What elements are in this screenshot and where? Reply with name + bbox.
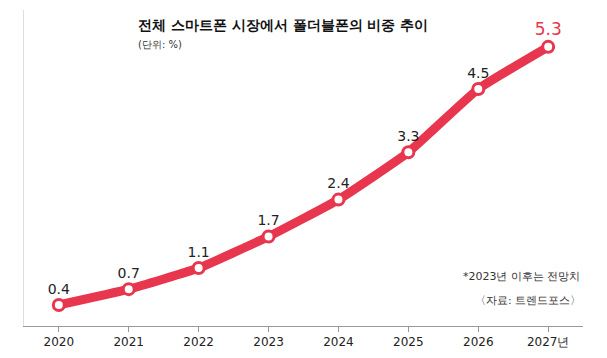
svg-text:(단위: %): (단위: %) <box>138 39 182 50</box>
svg-text:2027년: 2027년 <box>527 335 570 349</box>
svg-text:2020: 2020 <box>44 335 75 349</box>
svg-text:2023: 2023 <box>253 335 284 349</box>
svg-text:2022: 2022 <box>183 335 214 349</box>
svg-text:3.3: 3.3 <box>397 128 419 144</box>
svg-text:전체 스마트폰 시장에서 폴더블폰의 비중 추이: 전체 스마트폰 시장에서 폴더블폰의 비중 추이 <box>138 17 428 33</box>
svg-text:2024: 2024 <box>323 335 354 349</box>
svg-text:〈자료: 트렌드포스〉: 〈자료: 트렌드포스〉 <box>475 294 581 307</box>
svg-text:2021: 2021 <box>113 335 144 349</box>
svg-text:*2023년 이후는 전망치: *2023년 이후는 전망치 <box>463 270 581 283</box>
svg-text:0.4: 0.4 <box>48 281 70 297</box>
svg-text:5.3: 5.3 <box>535 19 562 39</box>
svg-text:2025: 2025 <box>393 335 424 349</box>
svg-text:1.7: 1.7 <box>257 212 279 228</box>
svg-text:0.7: 0.7 <box>118 265 140 281</box>
svg-text:2026: 2026 <box>463 335 494 349</box>
svg-text:1.1: 1.1 <box>188 244 210 260</box>
svg-text:4.5: 4.5 <box>467 65 489 81</box>
svg-text:2.4: 2.4 <box>327 175 349 191</box>
